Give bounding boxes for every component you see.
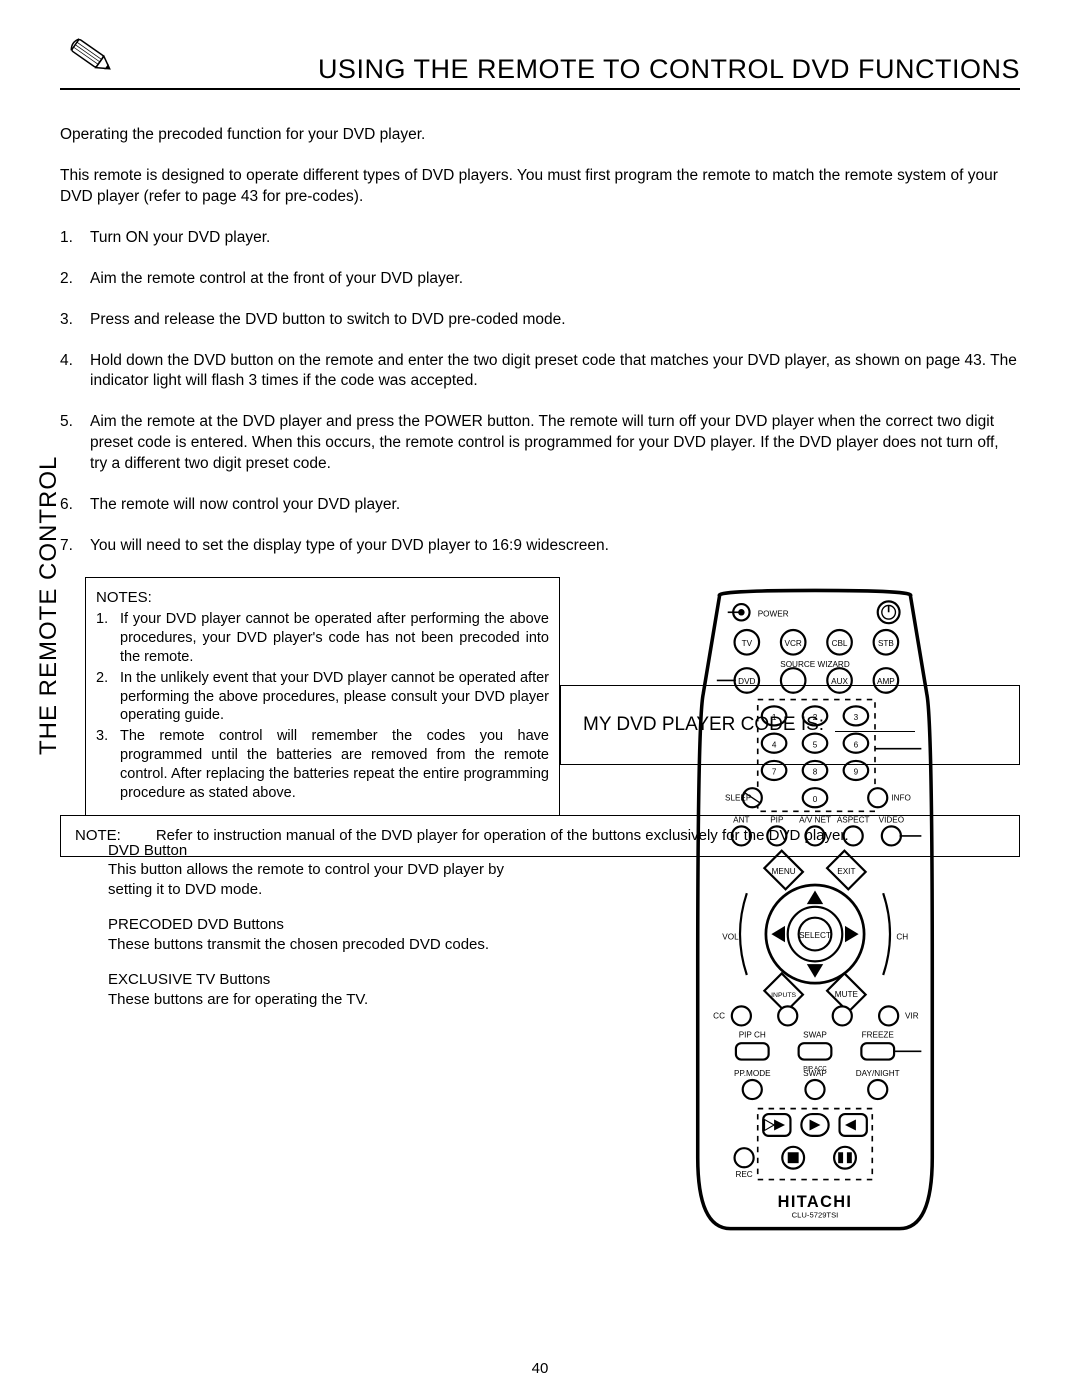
svg-text:9: 9 — [854, 768, 859, 777]
svg-text:EXIT: EXIT — [837, 867, 855, 876]
notes-box: NOTES: If your DVD player cannot be oper… — [85, 577, 560, 816]
step-item: Turn ON your DVD player. — [60, 228, 1020, 249]
footnote-label: NOTE: — [75, 826, 121, 846]
remote-diagram: POWER TV VCR CBL STB SOURCE WIZARD DVD — [665, 585, 965, 1240]
steps-list: Turn ON your DVD player. Aim the remote … — [60, 228, 1020, 557]
desc-text: These buttons transmit the chosen precod… — [108, 935, 538, 955]
svg-text:MUTE: MUTE — [835, 990, 859, 999]
page-header: USING THE REMOTE TO CONTROL DVD FUNCTION… — [60, 30, 1020, 90]
svg-text:PIP ACC: PIP ACC — [803, 1066, 827, 1072]
step-item: Hold down the DVD button on the remote a… — [60, 351, 1020, 393]
intro-text: Operating the precoded function for your… — [60, 125, 1020, 146]
content-area: THE REMOTE CONTROL Operating the precode… — [60, 125, 1020, 1009]
note-item: In the unlikely event that your DVD play… — [96, 669, 549, 726]
step-item: You will need to set the display type of… — [60, 536, 1020, 557]
svg-text:INPUTS: INPUTS — [771, 992, 796, 999]
code-fill-line — [835, 731, 915, 732]
dvd-code-box: MY DVD PLAYER CODE IS: — [560, 685, 1020, 765]
footnote-box: NOTE: Refer to instruction manual of the… — [60, 815, 1020, 857]
svg-text:SELECT: SELECT — [799, 931, 831, 940]
svg-text:0: 0 — [813, 795, 818, 804]
svg-text:STB: STB — [878, 639, 894, 648]
footnote-text: Refer to instruction manual of the DVD p… — [156, 826, 849, 846]
svg-text:7: 7 — [772, 768, 777, 777]
step-item: Aim the remote control at the front of y… — [60, 269, 1020, 290]
svg-text:VCR: VCR — [785, 639, 802, 648]
desc-para: This remote is designed to operate diffe… — [60, 166, 1020, 208]
svg-text:PIP CH: PIP CH — [739, 1031, 766, 1040]
svg-text:VIR: VIR — [905, 1012, 919, 1021]
notes-title: NOTES: — [96, 588, 549, 608]
step-item: The remote will now control your DVD pla… — [60, 495, 1020, 516]
svg-text:INFO: INFO — [891, 793, 911, 802]
desc-title: EXCLUSIVE TV Buttons — [108, 970, 538, 990]
brand-label: HITACHI — [778, 1193, 853, 1211]
note-item: The remote control will remember the cod… — [96, 727, 549, 802]
desc-text: This button allows the remote to control… — [108, 860, 538, 899]
svg-text:FREEZE: FREEZE — [862, 1031, 895, 1040]
svg-text:MENU: MENU — [772, 867, 796, 876]
svg-text:CC: CC — [713, 1012, 725, 1021]
svg-text:PP.MODE: PP.MODE — [734, 1069, 771, 1078]
desc-text: These buttons are for operating the TV. — [108, 990, 538, 1010]
svg-text:8: 8 — [813, 768, 818, 777]
svg-text:TV: TV — [742, 639, 753, 648]
svg-text:DAY/NIGHT: DAY/NIGHT — [856, 1069, 900, 1078]
power-label: POWER — [758, 609, 789, 618]
button-descriptions: DVD Button This button allows the remote… — [108, 841, 538, 1010]
page-title: USING THE REMOTE TO CONTROL DVD FUNCTION… — [318, 54, 1020, 85]
svg-text:SWAP: SWAP — [803, 1031, 827, 1040]
svg-text:VOL: VOL — [722, 933, 739, 942]
step-item: Press and release the DVD button to swit… — [60, 310, 1020, 331]
note-item: If your DVD player cannot be operated af… — [96, 610, 549, 667]
page-number: 40 — [0, 1360, 1080, 1377]
svg-text:SLEEP: SLEEP — [725, 793, 752, 802]
code-box-text: MY DVD PLAYER CODE IS: — [583, 714, 824, 735]
svg-text:CBL: CBL — [832, 639, 848, 648]
pencil-icon — [60, 30, 120, 85]
step-item: Aim the remote at the DVD player and pre… — [60, 412, 1020, 475]
svg-text:REC: REC — [735, 1170, 752, 1179]
desc-title: PRECODED DVD Buttons — [108, 915, 538, 935]
model-label: CLU-5729TSI — [792, 1211, 839, 1220]
svg-text:CH: CH — [896, 933, 908, 942]
